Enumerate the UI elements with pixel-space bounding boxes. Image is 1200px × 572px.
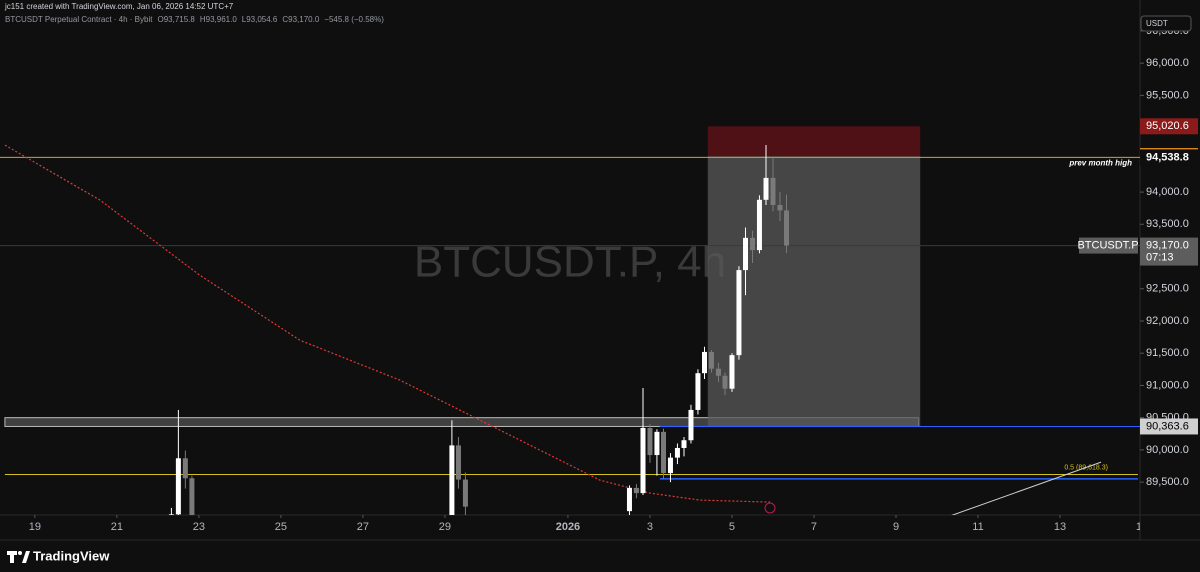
symbol: BTCUSDT Perpetual Contract · 4h · Bybit [5,15,153,24]
x-tick-label: 9 [893,521,899,533]
candle-body [695,373,701,410]
currency-box[interactable] [1140,15,1192,32]
symbol-tag-label: BTCUSDT.P [1077,239,1138,251]
y-tick-label: 96,000.0 [1146,57,1189,69]
x-tick-label: 3 [647,521,653,533]
candle-body [770,177,776,205]
x-axis: 19 21 23 25 27 29 2026 3 5 7 9 11 13 15 [29,515,1148,533]
x-tick-label: 11 [972,521,983,533]
countdown: 07:13 [1146,251,1174,263]
candle-body [777,204,783,211]
y-tick-label: 94,000.0 [1146,186,1189,198]
price-tag-label: 90,363.6 [1146,420,1189,432]
x-tick-label: 2026 [556,521,580,533]
y-tick-label: 95,500.0 [1146,89,1189,101]
candle-body [736,270,742,356]
price-tag-label: 95,020.6 [1146,120,1189,132]
x-tick-label: 23 [193,521,205,533]
moving-average [4,144,771,503]
candle-body [763,177,769,200]
candle-body [674,447,680,458]
candle-body [667,457,673,474]
candle-body [743,237,749,271]
price-tag [1140,149,1198,166]
axes: 89,500.090,000.090,500.091,000.091,500.0… [29,25,1198,533]
candle-body [708,351,714,369]
credit: jc151 created with TradingView.com, Jan … [4,2,234,11]
candle-body [168,514,174,515]
x-tick-label: 13 [1054,521,1066,533]
ohlc-item: O93,715.8 [157,15,195,24]
candle-body [702,351,708,374]
candle-body [640,427,646,494]
candle-body [175,458,181,515]
candle-body [660,431,666,474]
candle-body [722,375,728,389]
ohlc-item: −545.8 (−0.58%) [324,15,384,24]
candle-body [182,458,188,479]
candle-body [633,487,639,494]
x-tick-label: 21 [111,521,123,533]
price-tag [1140,237,1198,266]
ohlc-item: L93,054.6 [242,15,278,24]
candle-body [647,427,653,456]
candle-body [449,445,455,515]
y-tick-label: 91,500.0 [1146,347,1189,359]
target-zone [707,156,921,427]
currency[interactable]: USDT [1146,19,1168,28]
price-tag [1140,418,1198,435]
y-tick-label: 90,000.0 [1146,444,1189,456]
candle-body [729,355,735,389]
price-tag-label: 93,170.0 [1146,239,1189,251]
watermark: BTCUSDT.P, 4h [414,238,726,287]
x-tick-label: 5 [729,521,735,533]
candle-body [462,479,468,507]
candle-body [681,440,687,448]
logo-mark [22,551,30,563]
trendline [951,461,1102,515]
x-tick-label: 25 [275,521,287,533]
candle-body [654,431,660,456]
symbol-tag [1079,237,1138,254]
x-tick-label: 15 [1136,521,1148,533]
level-note: prev month high [1068,158,1132,167]
candle-body [189,478,195,515]
y-tick-label: 92,000.0 [1146,315,1189,327]
alert-icon[interactable] [764,502,776,514]
ohlc-item: C93,170.0 [282,15,319,24]
price-tag-label: 94,538.8 [1146,151,1189,163]
candle-body [688,409,694,441]
price-tag [1140,118,1198,135]
candle-body [784,210,790,246]
candle-body [455,445,461,480]
ohlc-item: H93,961.0 [200,15,237,24]
y-tick-label: 92,500.0 [1146,283,1189,295]
y-tick-label: 89,500.0 [1146,476,1189,488]
candle-body [715,368,721,376]
candle-body [626,487,632,512]
candle-body [756,199,762,251]
logo-mark [7,551,17,563]
symbol-legend: BTCUSDT Perpetual Contract · 4h · Bybit O… [5,15,384,24]
x-tick-label: 29 [439,521,451,533]
x-tick-label: 7 [811,521,817,533]
y-tick-label: 91,000.0 [1146,379,1189,391]
candle-body [749,237,755,251]
y-tick-label: 93,500.0 [1146,218,1189,230]
brand-logo [7,551,30,563]
brand: TradingView [33,548,110,563]
x-tick-label: 27 [357,521,369,533]
logo-dot [18,551,22,555]
x-tick-label: 19 [29,521,41,533]
stop-zone [707,126,921,157]
